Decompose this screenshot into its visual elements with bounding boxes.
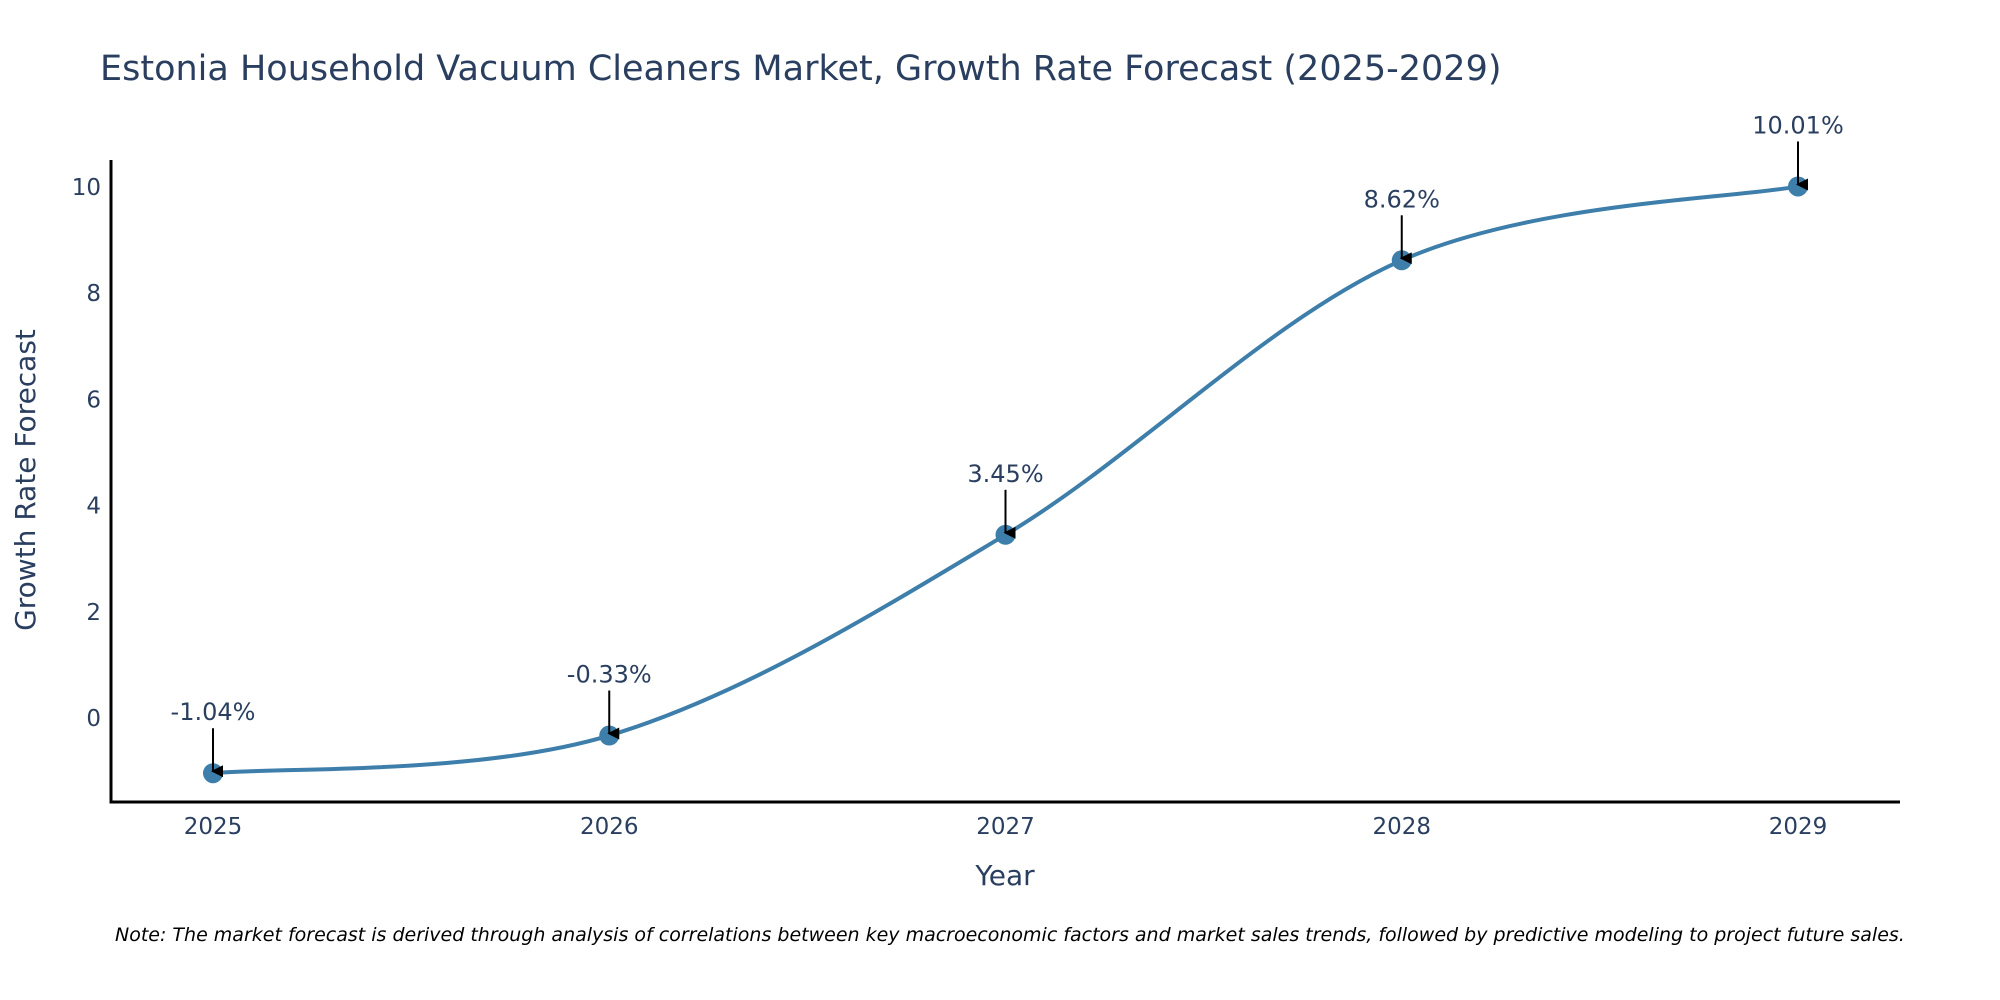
y-tick-label: 2 — [86, 600, 101, 626]
x-tick-labels: 2025 2026 2027 2028 2029 — [184, 814, 1828, 840]
y-tick-label: 4 — [86, 494, 101, 520]
x-tick-label: 2028 — [1372, 814, 1431, 840]
data-label: -1.04% — [171, 698, 256, 726]
y-tick-labels: 0 2 4 6 8 10 — [72, 175, 101, 732]
y-tick-label: 10 — [72, 175, 101, 201]
data-label: 10.01% — [1752, 111, 1844, 139]
x-tick-label: 2025 — [184, 814, 243, 840]
x-tick-label: 2026 — [580, 814, 639, 840]
x-axis-title: Year — [974, 859, 1035, 892]
y-tick-label: 8 — [86, 281, 101, 307]
data-label: 8.62% — [1364, 185, 1440, 213]
x-tick-label: 2029 — [1769, 814, 1828, 840]
y-axis-title: Growth Rate Forecast — [9, 329, 42, 631]
data-label: -0.33% — [567, 661, 652, 689]
marks-layer: -1.04% -0.33% 3.45% 8.62% 10.01% — [171, 111, 1844, 784]
chart-note: Note: The market forecast is derived thr… — [115, 924, 1905, 946]
data-label: 3.45% — [967, 460, 1043, 488]
x-tick-label: 2027 — [976, 814, 1035, 840]
y-tick-label: 0 — [86, 706, 101, 732]
chart-title: Estonia Household Vacuum Cleaners Market… — [100, 49, 1502, 89]
y-tick-label: 6 — [86, 387, 101, 413]
